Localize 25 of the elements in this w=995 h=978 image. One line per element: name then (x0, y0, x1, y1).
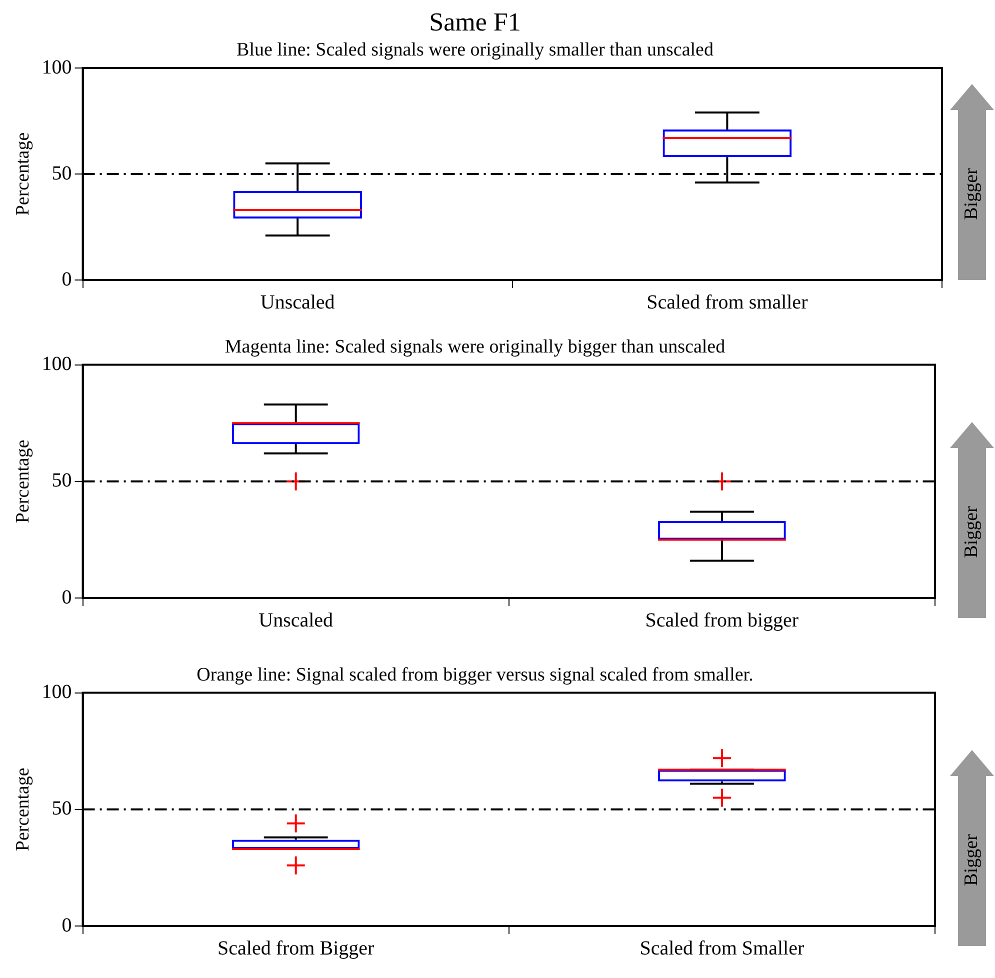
x-tick-label: Scaled from smaller (646, 291, 808, 314)
y-tick-label: 0 (62, 586, 72, 608)
y-tick-label: 50 (52, 798, 72, 820)
y-tick-label: 50 (52, 162, 72, 184)
text: Bigger (961, 834, 983, 886)
x-tick-label: Scaled from Bigger (218, 937, 374, 960)
y-axis-title: Percentage (12, 768, 34, 852)
y-tick-label: 100 (42, 56, 72, 78)
chart-subtitle: Blue line: Scaled signals were originally smaller than unscaled (236, 40, 714, 61)
y-tick-label: 100 (42, 353, 72, 376)
y-tick-label: 0 (62, 268, 72, 290)
y-axis-title: Percentage (12, 440, 34, 524)
y-axis-title: Percentage (12, 132, 34, 216)
chart-title: Magenta line: Scaled signals were originally bigger than unscaled (224, 336, 726, 358)
y-tick-label: 50 (52, 470, 72, 492)
text: Bigger (961, 168, 983, 220)
x-tick-label: Scaled from bigger (645, 609, 799, 632)
x-tick-label: Unscaled (260, 291, 335, 314)
y-tick-label: 0 (62, 914, 72, 936)
chart-title: Same F1 (429, 7, 521, 36)
y-tick-label: 100 (42, 681, 72, 704)
text: Bigger (961, 506, 983, 558)
x-tick-label: Unscaled (258, 609, 334, 632)
chart-title: Orange line: Signal scaled from bigger versus signal scaled from smaller. (196, 664, 754, 686)
x-tick-label: Scaled from Smaller (640, 937, 804, 960)
